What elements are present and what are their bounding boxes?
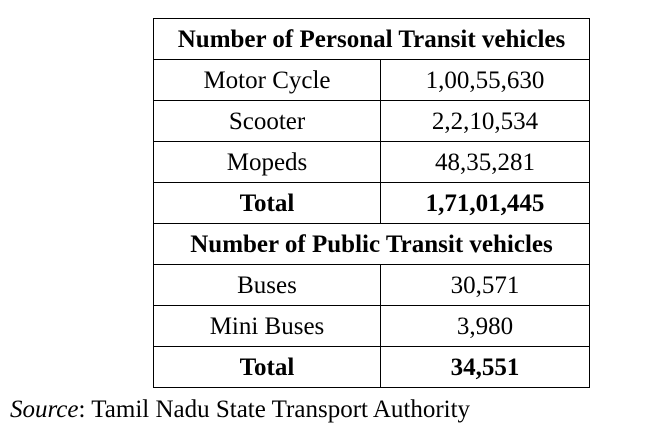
personal-total-row: Total 1,71,01,445 xyxy=(153,182,590,224)
vehicle-count-cell: 1,00,55,630 xyxy=(380,59,590,101)
table-row: Motor Cycle 1,00,55,630 xyxy=(153,59,590,101)
personal-transit-heading: Number of Personal Transit vehicles xyxy=(153,18,590,60)
source-citation: Source: Tamil Nadu State Transport Autho… xyxy=(10,397,470,422)
public-total-row: Total 34,551 xyxy=(153,346,590,388)
total-label-cell: Total xyxy=(153,182,381,224)
vehicle-type-cell: Scooter xyxy=(153,100,381,142)
vehicle-count-table: Number of Personal Transit vehicles Moto… xyxy=(153,18,590,388)
source-separator: : xyxy=(78,396,86,423)
vehicle-count-cell: 2,2,10,534 xyxy=(380,100,590,142)
vehicle-count-cell: 30,571 xyxy=(380,264,590,306)
table-row: Scooter 2,2,10,534 xyxy=(153,100,590,142)
vehicle-type-cell: Motor Cycle xyxy=(153,59,381,101)
table-row: Buses 30,571 xyxy=(153,264,590,306)
total-value-cell: 34,551 xyxy=(380,346,590,388)
vehicle-type-cell: Mopeds xyxy=(153,141,381,183)
vehicle-type-cell: Mini Buses xyxy=(153,305,381,347)
total-value-cell: 1,71,01,445 xyxy=(380,182,590,224)
public-transit-heading: Number of Public Transit vehicles xyxy=(153,223,590,265)
vehicle-count-cell: 3,980 xyxy=(380,305,590,347)
source-text: Tamil Nadu State Transport Authority xyxy=(85,396,471,423)
section-header-row: Number of Personal Transit vehicles xyxy=(153,18,590,60)
vehicle-count-cell: 48,35,281 xyxy=(380,141,590,183)
vehicle-type-cell: Buses xyxy=(153,264,381,306)
total-label-cell: Total xyxy=(153,346,381,388)
source-label: Source xyxy=(10,396,79,423)
table-row: Mopeds 48,35,281 xyxy=(153,141,590,183)
section-header-row: Number of Public Transit vehicles xyxy=(153,223,590,265)
table-row: Mini Buses 3,980 xyxy=(153,305,590,347)
